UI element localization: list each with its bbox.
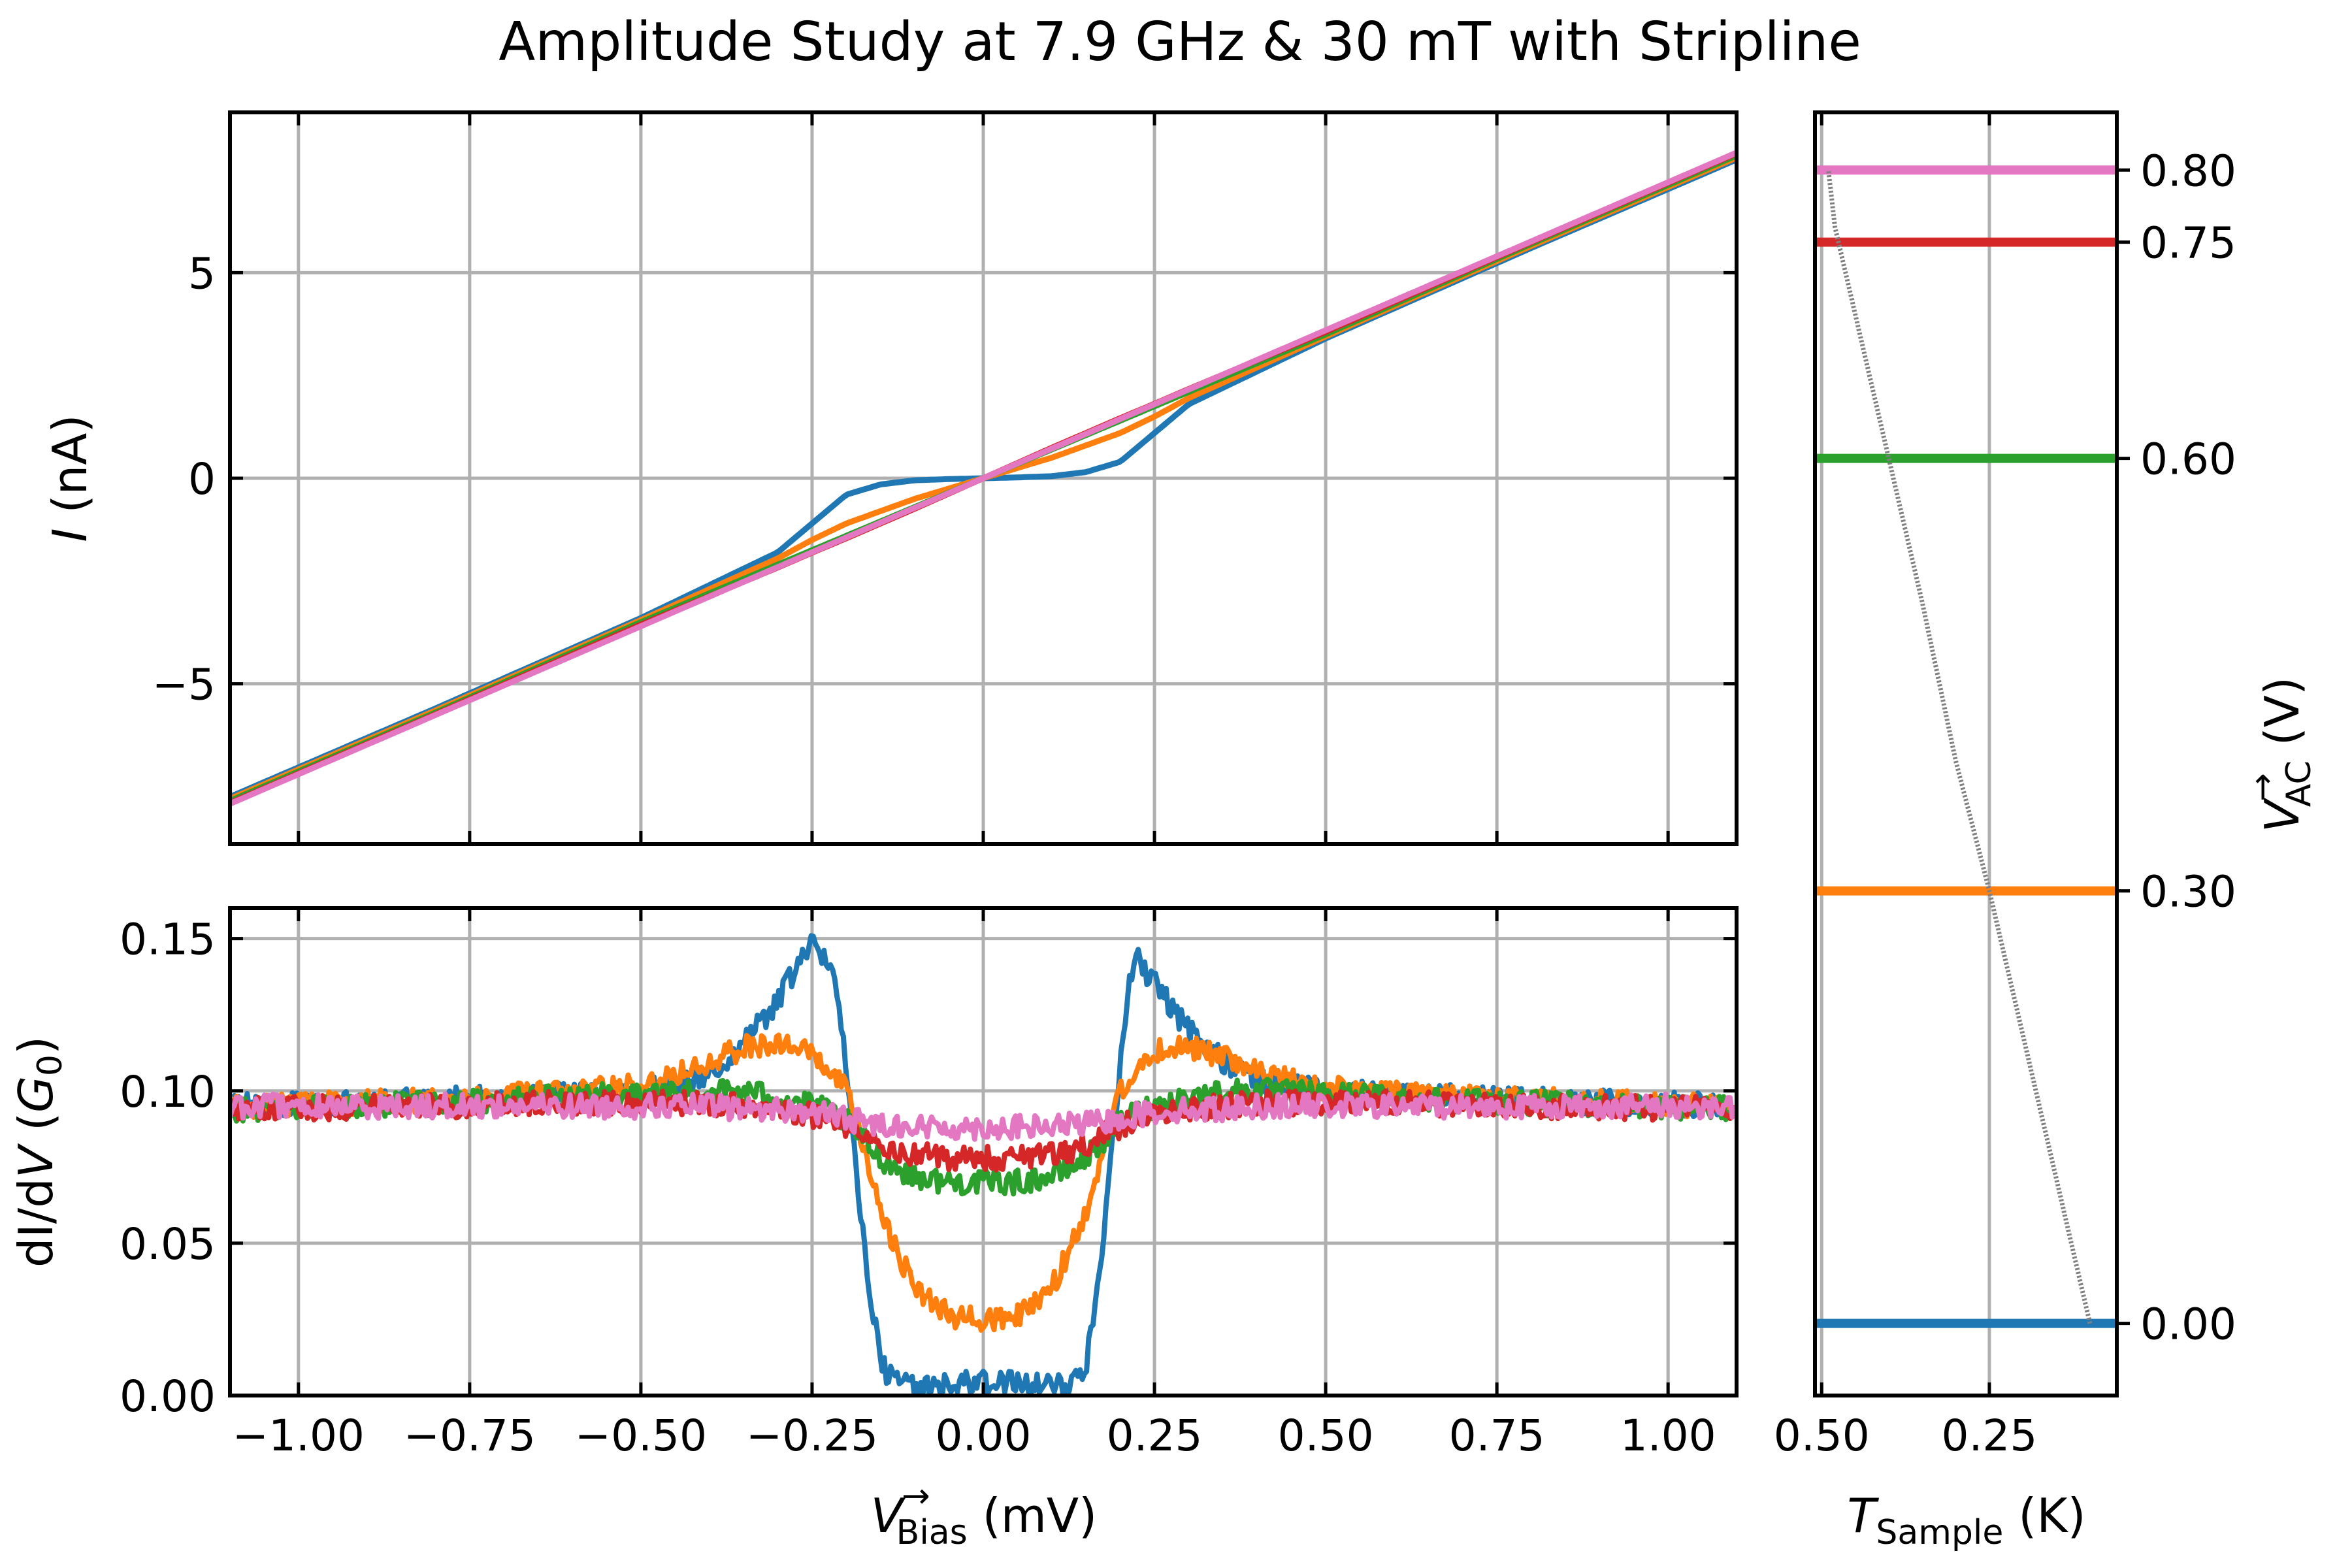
temp-y-axis-label: V→AC (V) [2243, 677, 2319, 832]
temp-panel: 0.50 0.25 0.00 0.30 0.60 0.75 0.80 TSample (K)… [1774, 110, 2319, 1552]
didv-series-line-0.80 [230, 1091, 1737, 1142]
temp-x-axis-label: TSample (K) [1847, 1488, 2085, 1552]
temp-x-tick-label: 0.25 [1941, 1411, 2037, 1461]
figure-title: Amplitude Study at 7.9 GHz & 30 mT with … [498, 11, 1861, 73]
temp-y-tick-label: 0.60 [2140, 434, 2236, 485]
didv-x-tick-label: 1.00 [1620, 1411, 1716, 1461]
didv-x-tick-label: −0.75 [404, 1411, 536, 1461]
didv-x-tick-label: −0.25 [746, 1411, 878, 1461]
iv-y-tick-label: 5 [188, 248, 216, 299]
didv-x-tick-label: 0.50 [1278, 1411, 1374, 1461]
didv-y-tick-label: 0.15 [120, 915, 216, 965]
iv-y-tick-label: −5 [152, 660, 216, 710]
iv-y-tick-label: 0 [188, 454, 216, 504]
didv-x-tick-label: −1.00 [233, 1411, 365, 1461]
temp-y-tick-label: 0.30 [2140, 867, 2236, 917]
didv-y-tick-label: 0.10 [120, 1067, 216, 1117]
temp-curve [1826, 169, 2093, 1324]
didv-x-tick-label: 0.75 [1449, 1411, 1545, 1461]
didv-x-tick-label: −0.50 [575, 1411, 707, 1461]
didv-panel: −1.00 −0.75 −0.50 −0.25 0.00 0.25 0.50 0.75 1.00… [8, 906, 1739, 1552]
didv-x-axis-label: V→ Bias (mV) [871, 1477, 1097, 1552]
temp-y-tick-label: 0.75 [2140, 218, 2236, 269]
temp-axes-frame [1813, 110, 2119, 1397]
temp-x-tick-label: 0.50 [1774, 1411, 1870, 1461]
didv-y-axis-label: dI/dV (G0) [8, 1036, 70, 1267]
didv-x-tick-label: 0.00 [936, 1411, 1032, 1461]
temp-y-tick-label: 0.80 [2140, 146, 2236, 196]
iv-series-line-0.80 [229, 150, 1738, 807]
iv-panel: −5 0 5 I (nA) [42, 110, 1739, 846]
didv-x-tick-label: 0.25 [1107, 1411, 1203, 1461]
iv-y-axis-label: I (nA) [42, 414, 97, 542]
temp-y-tick-label: 0.00 [2140, 1299, 2236, 1350]
didv-y-tick-label: 0.05 [120, 1219, 216, 1269]
didv-y-tick-label: 0.00 [120, 1371, 216, 1422]
